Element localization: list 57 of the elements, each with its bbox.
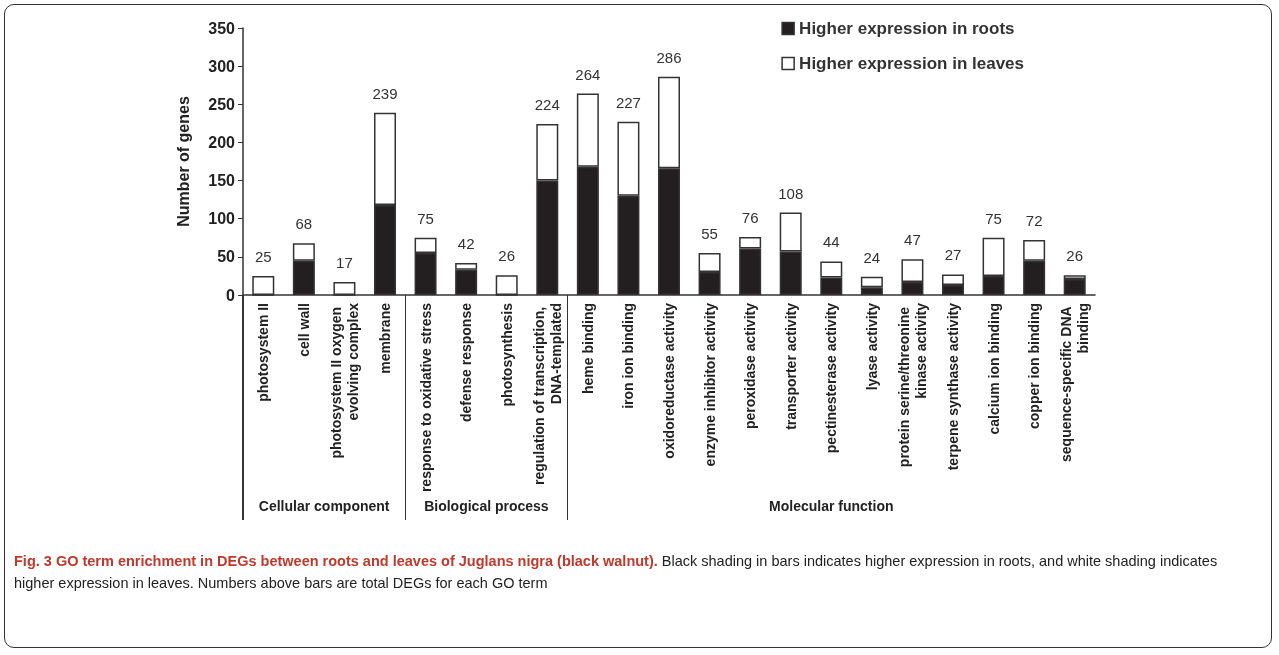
text: Cellular component [257,498,391,514]
total-label: 26 [498,247,516,265]
text: Molecular function [768,498,895,514]
x-tick-label: transporter activity [782,302,799,430]
total-label: 72 [1025,212,1043,230]
total-label: 25 [254,247,272,265]
total-label: 75 [417,209,434,227]
x-tick-label: enzyme inhibitor activity [701,302,718,467]
total-label: 42 [457,234,475,252]
text: Biological process [423,498,550,514]
x-tick-label: pectinesterase activity [823,302,840,454]
x-tick-label: lyase activity [863,302,880,391]
x-tick-label: regulation of transcription, DNA-templated [530,303,564,486]
total-label: 27 [944,246,962,264]
x-tick-label: membrane [377,302,393,374]
x-tick-label: calcium ion binding [985,303,1002,435]
total-label: 227 [615,93,641,111]
x-tick-label: sequence-specific DNA binding [1058,303,1092,462]
total-label: 76 [741,209,759,227]
y-tick-label: 300 [208,57,236,75]
total-label: 239 [372,84,398,102]
total-label: 108 [778,184,804,202]
y-tick-label: 100 [208,210,236,228]
y-tick-label: 350 [208,19,236,37]
x-tick-label: oxidoreductase activity [661,302,677,459]
x-tick-label: iron ion binding [620,303,637,409]
y-tick-label: 50 [217,248,236,266]
x-tick-label: terpene synthase activity [945,302,961,471]
x-tick-label: defense response [458,302,475,423]
total-label: 264 [575,65,601,83]
legend-label: Higher expression in roots [799,19,1015,38]
total-label: 47 [904,231,921,249]
x-tick-label: photosystem II oxygen evolving complex [327,302,361,459]
y-tick-label: 0 [226,286,236,304]
x-tick-label: photosynthesis [498,302,515,407]
total-label: 24 [863,248,881,266]
y-axis-title: Number of genes [174,96,192,227]
total-label: 286 [656,48,682,66]
total-label: 55 [701,225,718,243]
legend-label: Higher expression in leaves [799,54,1025,73]
x-tick-label: photosystem II [255,303,272,402]
x-tick-label: heme binding [579,303,596,394]
y-tick-label: 250 [208,95,236,113]
x-tick-label: copper ion binding [1026,303,1043,429]
text: Fig. 3 GO term enrichment in DEGs between roots and leaves of Juglans nigra (black walnut). [14,553,658,569]
y-tick-label: 150 [208,172,236,190]
x-tick-label: cell wall [295,303,312,357]
total-label: 68 [295,215,313,233]
total-label: 26 [1066,247,1084,265]
x-tick-label: protein serine/threonine kinase activity [895,302,929,468]
x-tick-label: peroxidase activity [742,302,759,430]
total-label: 75 [985,209,1002,227]
total-label: 44 [822,233,840,251]
y-tick-label: 200 [208,133,236,151]
total-label: 17 [336,254,353,272]
total-label: 224 [534,96,560,114]
x-tick-label: response to oxidative stress [417,302,434,493]
